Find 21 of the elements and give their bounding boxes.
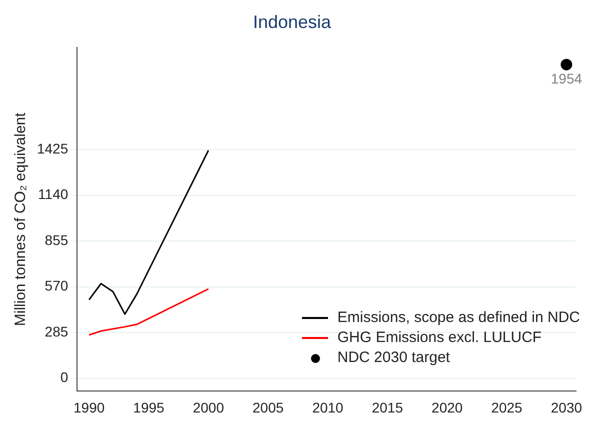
y-tick-label: 855 xyxy=(44,232,68,248)
chart-title: Indonesia xyxy=(252,12,332,32)
x-tick-label: 2020 xyxy=(432,399,463,416)
y-tick-label: 1140 xyxy=(38,186,68,202)
x-tick-label: 2010 xyxy=(312,399,344,416)
x-tick-label: 2000 xyxy=(192,399,224,416)
y-tick-label: 0 xyxy=(60,369,68,386)
legend-label: Emissions, scope as defined in NDC xyxy=(337,308,580,328)
x-tick-label: 2030 xyxy=(550,399,582,416)
y-tick-label: 1425 xyxy=(36,140,68,156)
x-tick-label: 1990 xyxy=(74,399,105,416)
x-tick-label: 2005 xyxy=(252,399,284,416)
y-tick-label: 285 xyxy=(44,323,68,340)
y-axis-title: Million tonnes of CO₂ equivalent xyxy=(12,112,30,326)
x-tick-label: 2015 xyxy=(372,399,404,416)
legend-label: GHG Emissions excl. LULUCF xyxy=(337,328,542,348)
x-tick-label: 1995 xyxy=(133,399,165,416)
data-label: 1954 xyxy=(550,70,582,86)
x-tick-label: 2025 xyxy=(491,399,523,416)
y-tick-label: 570 xyxy=(44,278,68,294)
legend-label: NDC 2030 target xyxy=(337,348,450,368)
